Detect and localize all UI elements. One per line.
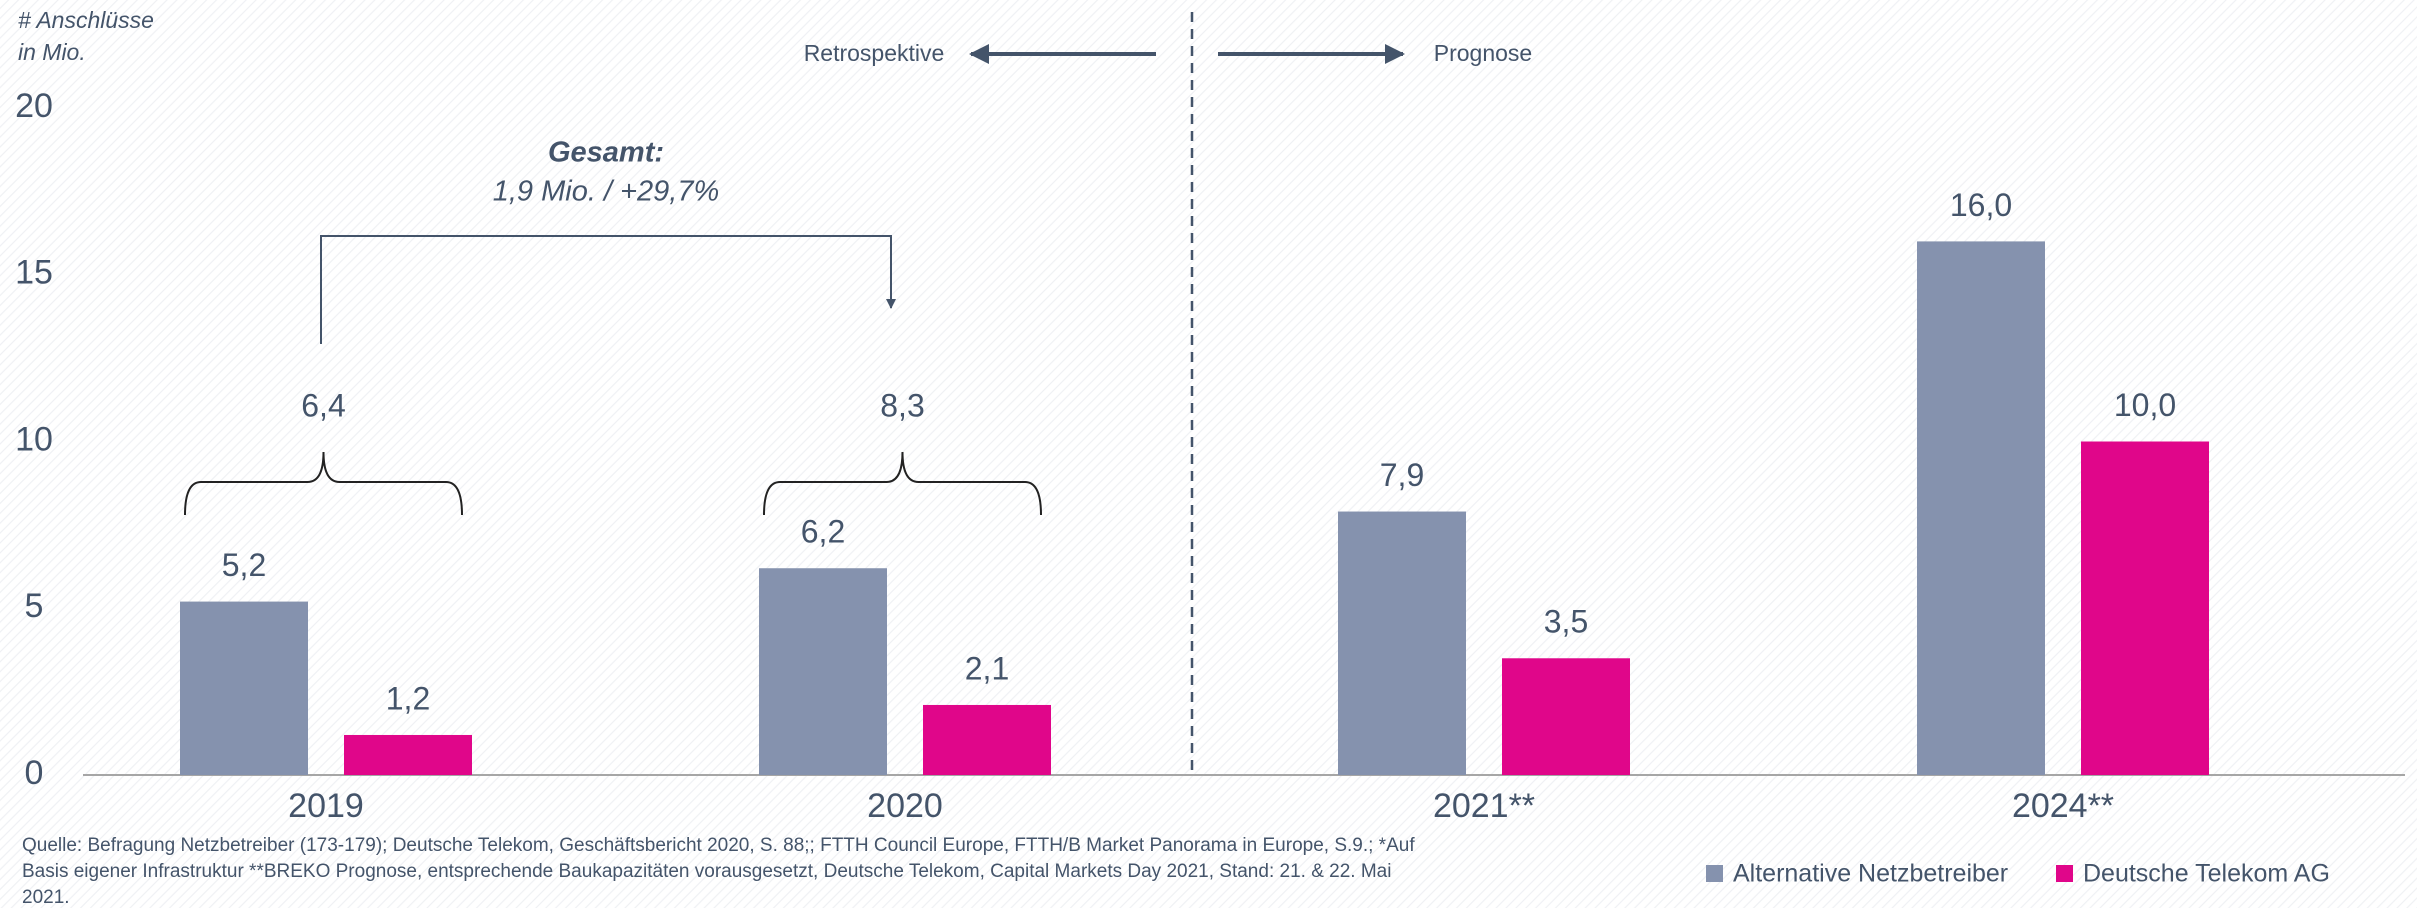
value-label: 6,2: [801, 514, 845, 550]
total-title: Gesamt:: [548, 137, 664, 169]
bar: [759, 568, 887, 775]
y-tick-label: 20: [15, 87, 53, 125]
x-tick-label: 2020: [867, 787, 943, 825]
brace: [184, 451, 463, 516]
total-label: 6,4: [301, 387, 345, 423]
x-tick-label: 2019: [288, 787, 364, 825]
total-text: 1,9 Mio. / +29,7%: [493, 176, 720, 208]
connector: [320, 235, 896, 344]
value-label: 10,0: [2114, 387, 2176, 423]
x-tick-label: 2021**: [1433, 787, 1535, 825]
y-tick-label: 0: [25, 754, 44, 792]
y-axis-label: in Mio.: [18, 39, 86, 65]
legend-label: Deutsche Telekom AG: [2083, 860, 2330, 888]
value-label: 7,9: [1380, 457, 1424, 493]
legend-swatch: [1706, 865, 1723, 882]
retrospective-label: Retrospektive: [804, 40, 945, 66]
brace: [763, 451, 1042, 516]
value-label: 3,5: [1544, 604, 1588, 640]
y-tick-label: 10: [15, 420, 53, 458]
legend-swatch: [2056, 865, 2073, 882]
value-label: 5,2: [222, 547, 266, 583]
y-axis-label: # Anschlüsse: [18, 7, 154, 33]
y-tick-label: 5: [25, 587, 44, 625]
bar: [2081, 441, 2209, 775]
bar: [344, 734, 472, 775]
forecast-label: Prognose: [1434, 40, 1532, 66]
x-tick-label: 2024**: [2012, 787, 2114, 825]
bar: [1917, 241, 2045, 775]
y-tick-label: 15: [15, 254, 53, 292]
bar: [180, 601, 308, 775]
value-label: 2,1: [965, 650, 1009, 686]
value-label: 16,0: [1950, 187, 2012, 223]
value-label: 1,2: [386, 680, 430, 716]
bar: [1502, 658, 1630, 775]
source-note: 2021.: [22, 887, 70, 908]
total-label: 8,3: [880, 387, 924, 423]
bar: [923, 704, 1051, 775]
bar: [1338, 511, 1466, 775]
legend-label: Alternative Netzbetreiber: [1733, 860, 2008, 888]
source-note: Quelle: Befragung Netzbetreiber (173-179…: [22, 835, 1415, 856]
source-note: Basis eigener Infrastruktur **BREKO Prog…: [22, 861, 1391, 882]
